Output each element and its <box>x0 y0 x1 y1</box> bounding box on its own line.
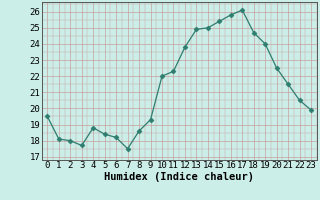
X-axis label: Humidex (Indice chaleur): Humidex (Indice chaleur) <box>104 172 254 182</box>
